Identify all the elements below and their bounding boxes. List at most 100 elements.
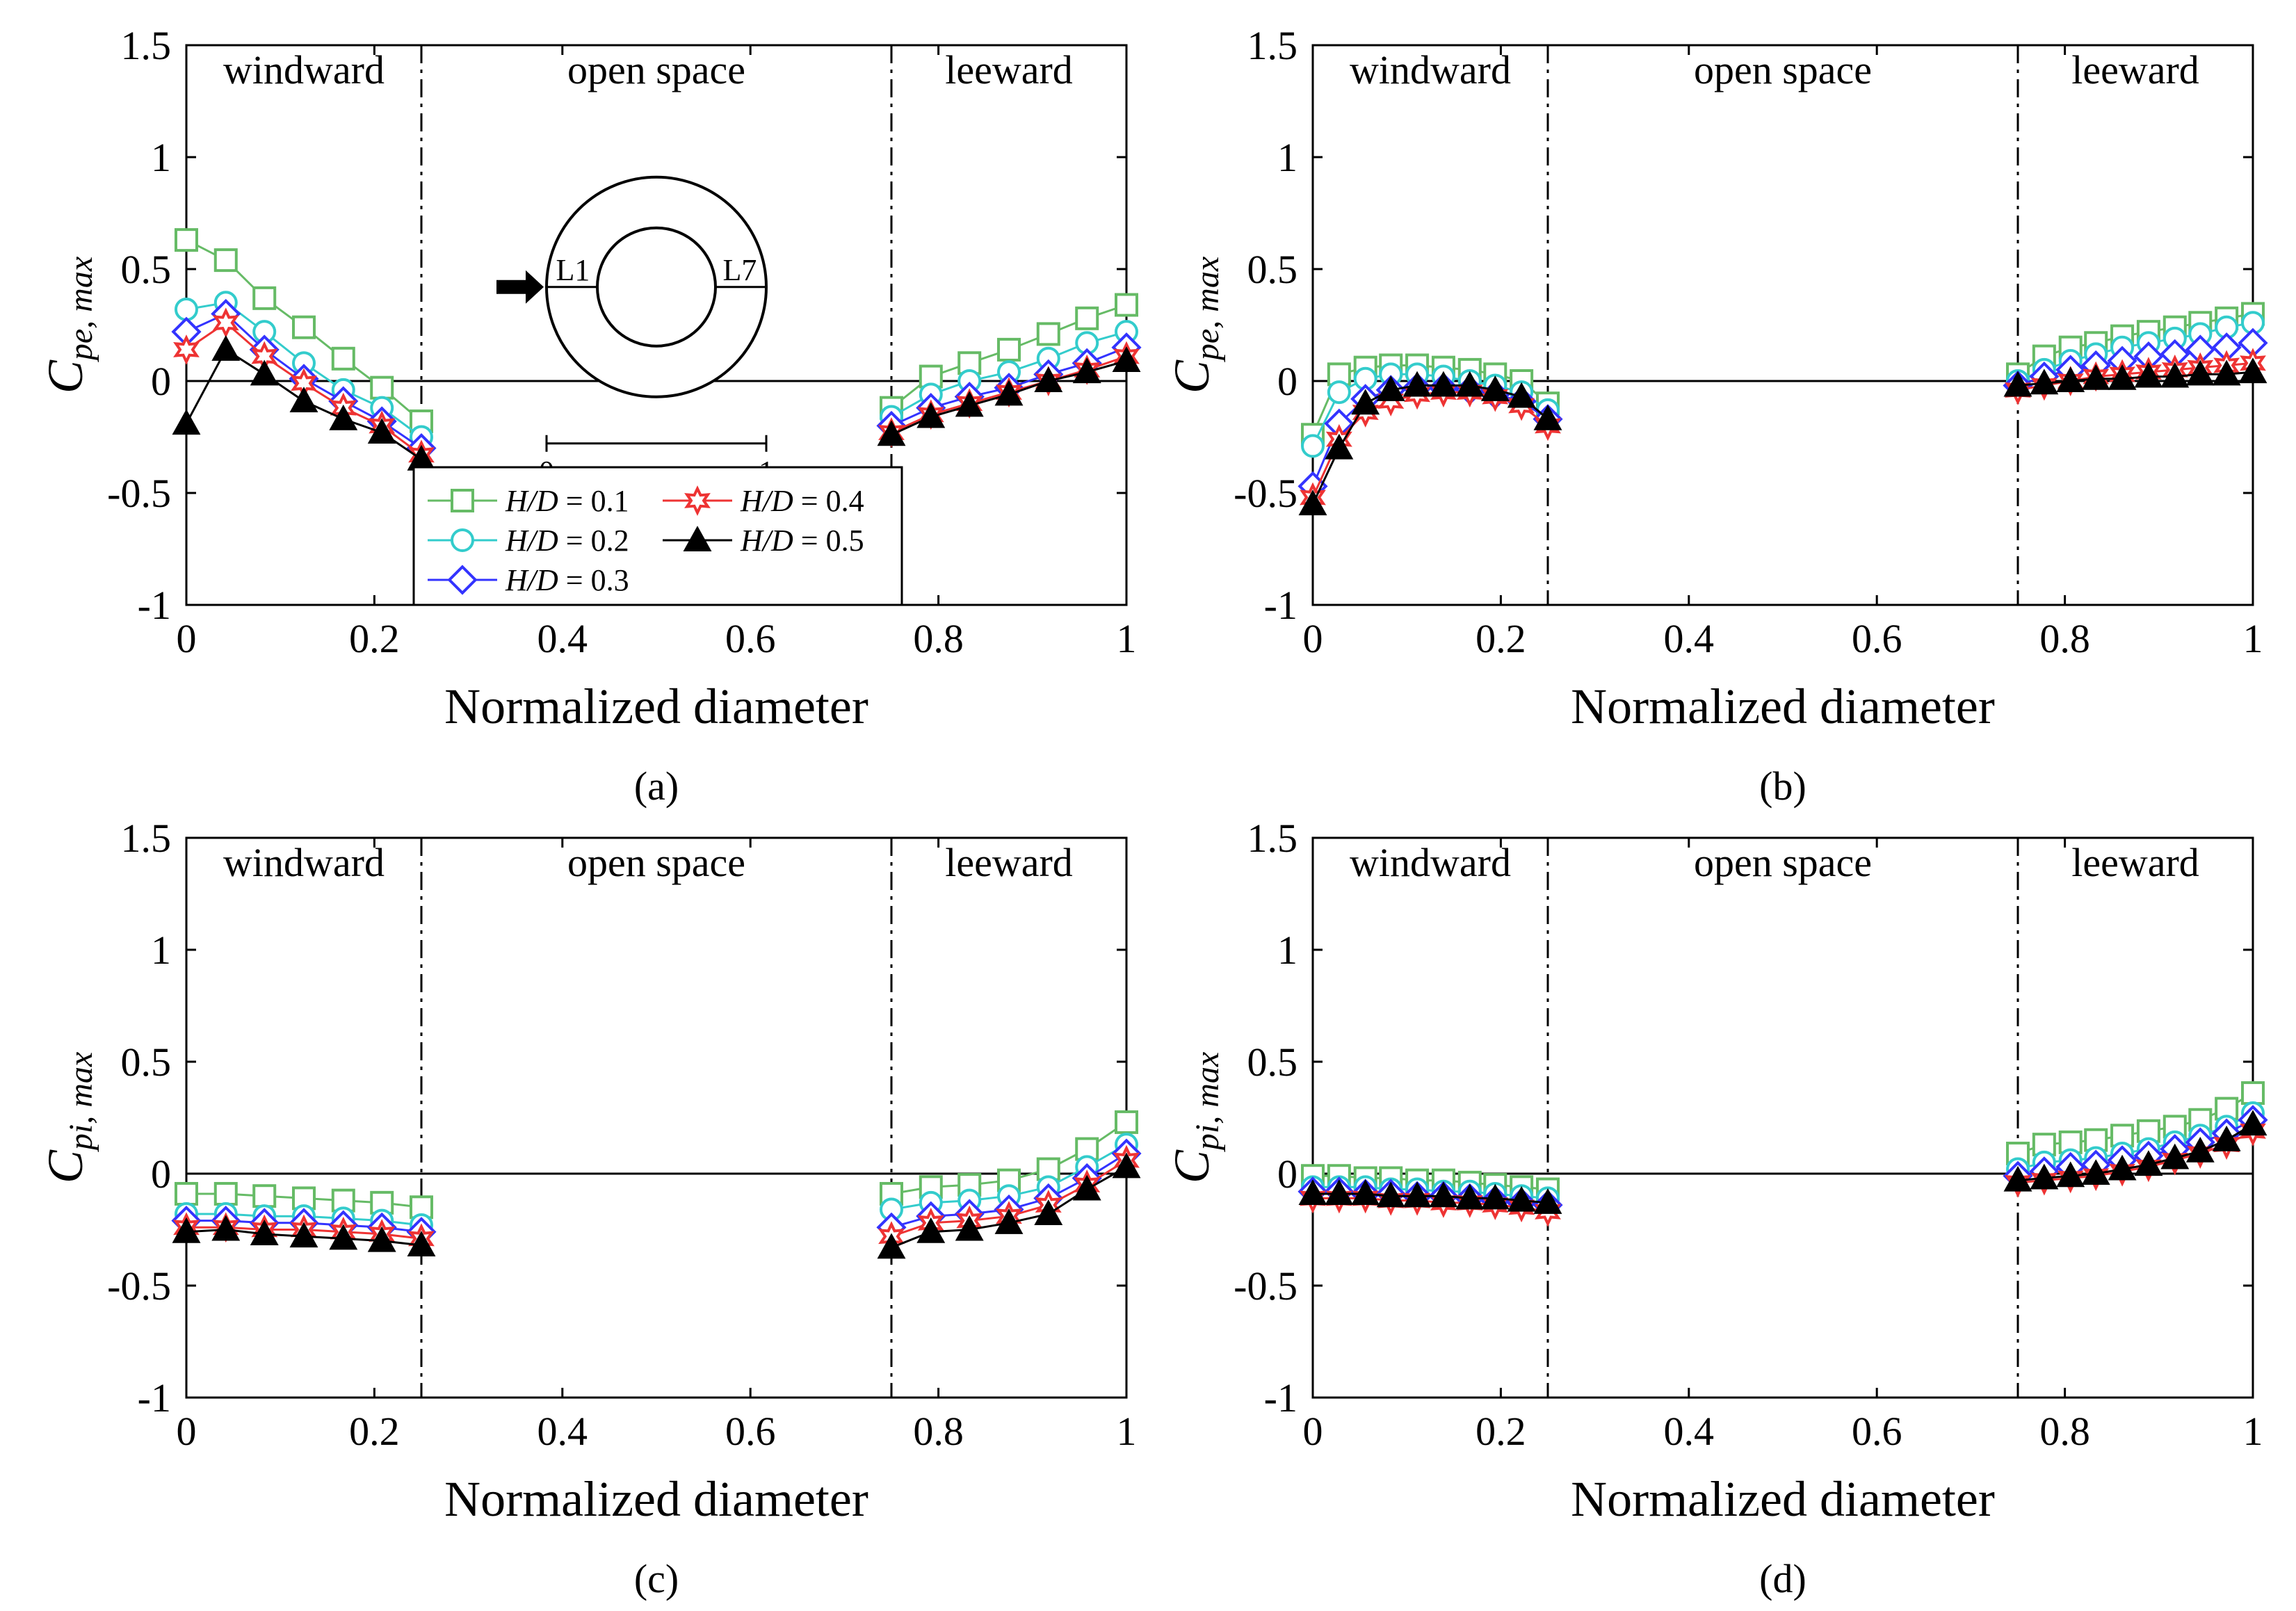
y-tick-label: 1.5 [1247,23,1298,68]
marker-star [173,334,200,365]
y-axis-label: Cpe, max [38,257,99,394]
marker-square [997,337,1021,362]
series-H-D-0-3 [171,1138,1142,1247]
marker-circle [175,297,198,321]
series-line [2017,1112,2254,1171]
marker-triangle [2003,371,2032,397]
marker-triangle [994,1208,1024,1234]
panel-label: (a) [634,763,679,809]
inner-ring [596,226,717,348]
marker-square [213,1181,238,1206]
series-line [2017,1119,2254,1177]
legend-entry: H/D = 0.4 [663,484,864,518]
marker-triangle [250,1220,279,1245]
region-label-open-space: open space [567,840,745,885]
x-tick-label: 0 [177,616,197,661]
y-axis-label: Cpe, max [1164,257,1226,394]
y-tick-label: 0 [1277,359,1297,404]
region-label-leeward: leeward [945,47,1073,92]
series-H-D-0-3 [1297,327,2268,501]
x-tick-label: 0.8 [913,1409,964,1454]
marker-star [684,485,711,516]
x-axis-label: Normalized diameter [444,1471,868,1527]
marker-triangle [329,1224,358,1250]
marker-triangle [289,1222,318,1248]
marker-triangle [329,404,358,430]
marker-square [1115,293,1138,317]
region-label-open-space: open space [1694,47,1872,92]
series-line [1311,384,1549,505]
marker-triangle [367,1226,396,1252]
series-line [2017,1130,2254,1184]
marker-triangle [211,1215,241,1241]
series-line [1313,1192,1549,1204]
marker-triangle [1376,375,1405,401]
legend-label: H/D = 0.5 [740,524,864,558]
inset-diagram: L1L701 [496,175,774,489]
marker-square [331,346,355,371]
series-line [2017,371,2254,387]
legend-label-value: = 0.1 [558,484,629,518]
marker-triangle [1351,1179,1380,1205]
panel-label: (c) [634,1556,679,1601]
y-tick-label: -0.5 [1234,471,1297,516]
x-tick-label: 0.6 [725,616,776,661]
marker-triangle [1533,1188,1562,1214]
marker-triangle [2056,366,2085,392]
marker-square [1075,306,1099,330]
legend-label-prefix: H/D [740,484,793,518]
marker-triangle [1429,1181,1458,1208]
marker-circle [1301,434,1325,458]
series-line [2017,1092,2254,1155]
inset-label-l7: L7 [723,253,757,287]
marker-triangle [2108,1154,2137,1181]
x-tick-label: 0 [177,1409,197,1454]
x-axis-label: Normalized diameter [444,679,868,734]
x-tick-label: 1 [1117,616,1137,661]
series-line [2017,1123,2254,1182]
marker-triangle [1298,1179,1327,1205]
series-H-D-0-5 [172,335,1141,471]
series-H-D-0-1 [1301,1081,2265,1201]
marker-square [957,351,982,375]
region-label-windward: windward [223,47,385,92]
marker-triangle [1429,371,1458,397]
marker-triangle [1507,382,1536,408]
y-tick-label: -1 [1264,1375,1297,1420]
x-tick-label: 1 [1117,1409,1137,1454]
y-axis-label-main: C [38,1149,93,1183]
marker-triangle [172,409,201,435]
series-line [2017,312,2254,375]
marker-triangle [2081,364,2110,390]
marker-triangle [2160,1143,2190,1169]
region-label-windward: windward [1350,47,1511,92]
series-line [2017,362,2254,391]
series-line [1313,1174,1549,1190]
marker-square [2241,1081,2265,1106]
y-axis-label: Cpi, max [1164,1052,1226,1183]
series-H-D-0-5 [172,1152,1141,1259]
y-axis-label-subscript: pi, max [1189,1052,1226,1152]
marker-triangle [1402,1181,1432,1208]
plot-frame [185,836,1128,1399]
series-line [1313,1197,1549,1213]
y-tick-label: -1 [138,1375,171,1420]
series-H-D-0-2 [175,1133,1138,1238]
y-tick-label: -0.5 [1234,1263,1297,1309]
marker-triangle [1402,371,1432,397]
x-tick-label: 0 [1303,1409,1323,1454]
marker-triangle [1351,389,1380,415]
marker-triangle [2030,1163,2059,1190]
y-axis-label: Cpi, max [38,1052,99,1183]
marker-square [451,489,474,512]
marker-triangle [877,1233,906,1259]
series-H-D-0-5 [1298,1110,2267,1214]
marker-square [410,1195,433,1220]
y-tick-label: 0.5 [1247,1039,1298,1085]
y-tick-label: 0.5 [121,1039,172,1085]
x-tick-label: 0.6 [725,1409,776,1454]
